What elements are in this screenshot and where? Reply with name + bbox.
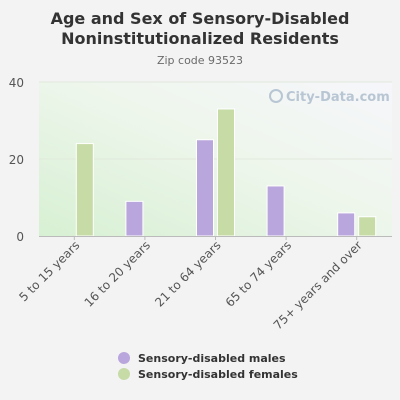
legend-item-males: Sensory-disabled males bbox=[118, 350, 298, 366]
watermark-text: City-Data.com bbox=[286, 90, 390, 105]
watermark: City-Data.com bbox=[269, 89, 390, 105]
bar-males bbox=[337, 212, 356, 237]
bar-females bbox=[217, 108, 235, 237]
bar-males bbox=[196, 139, 214, 237]
x-tick-label: 65 to 74 years bbox=[223, 238, 294, 309]
chart-title: Age and Sex of Sensory-Disabled Noninsti… bbox=[0, 9, 400, 49]
x-tick-label: 5 to 15 years bbox=[16, 238, 82, 304]
chart-title-line-1: Age and Sex of Sensory-Disabled bbox=[50, 9, 350, 28]
watermark-icon bbox=[269, 89, 283, 103]
chart-title-line-2: Noninstitutionalized Residents bbox=[61, 29, 339, 48]
legend-item-females: Sensory-disabled females bbox=[118, 366, 298, 382]
bar-males bbox=[266, 185, 285, 237]
bar-females bbox=[75, 143, 94, 237]
y-tick-label: 20 bbox=[9, 153, 24, 167]
legend-swatch-males bbox=[118, 352, 130, 364]
x-tick-label: 16 to 20 years bbox=[82, 238, 153, 309]
x-tick-label: 21 to 64 years bbox=[152, 238, 223, 309]
chart-subtitle: Zip code 93523 bbox=[156, 54, 244, 67]
legend-label-females: Sensory-disabled females bbox=[138, 367, 298, 381]
y-tick-label: 0 bbox=[16, 230, 24, 244]
bar-males bbox=[125, 200, 144, 237]
legend: Sensory-disabled males Sensory-disabled … bbox=[118, 350, 298, 382]
y-tick-label: 40 bbox=[9, 76, 24, 90]
legend-swatch-females bbox=[118, 368, 130, 380]
legend-label-males: Sensory-disabled males bbox=[138, 351, 286, 365]
bar-females bbox=[358, 216, 377, 237]
